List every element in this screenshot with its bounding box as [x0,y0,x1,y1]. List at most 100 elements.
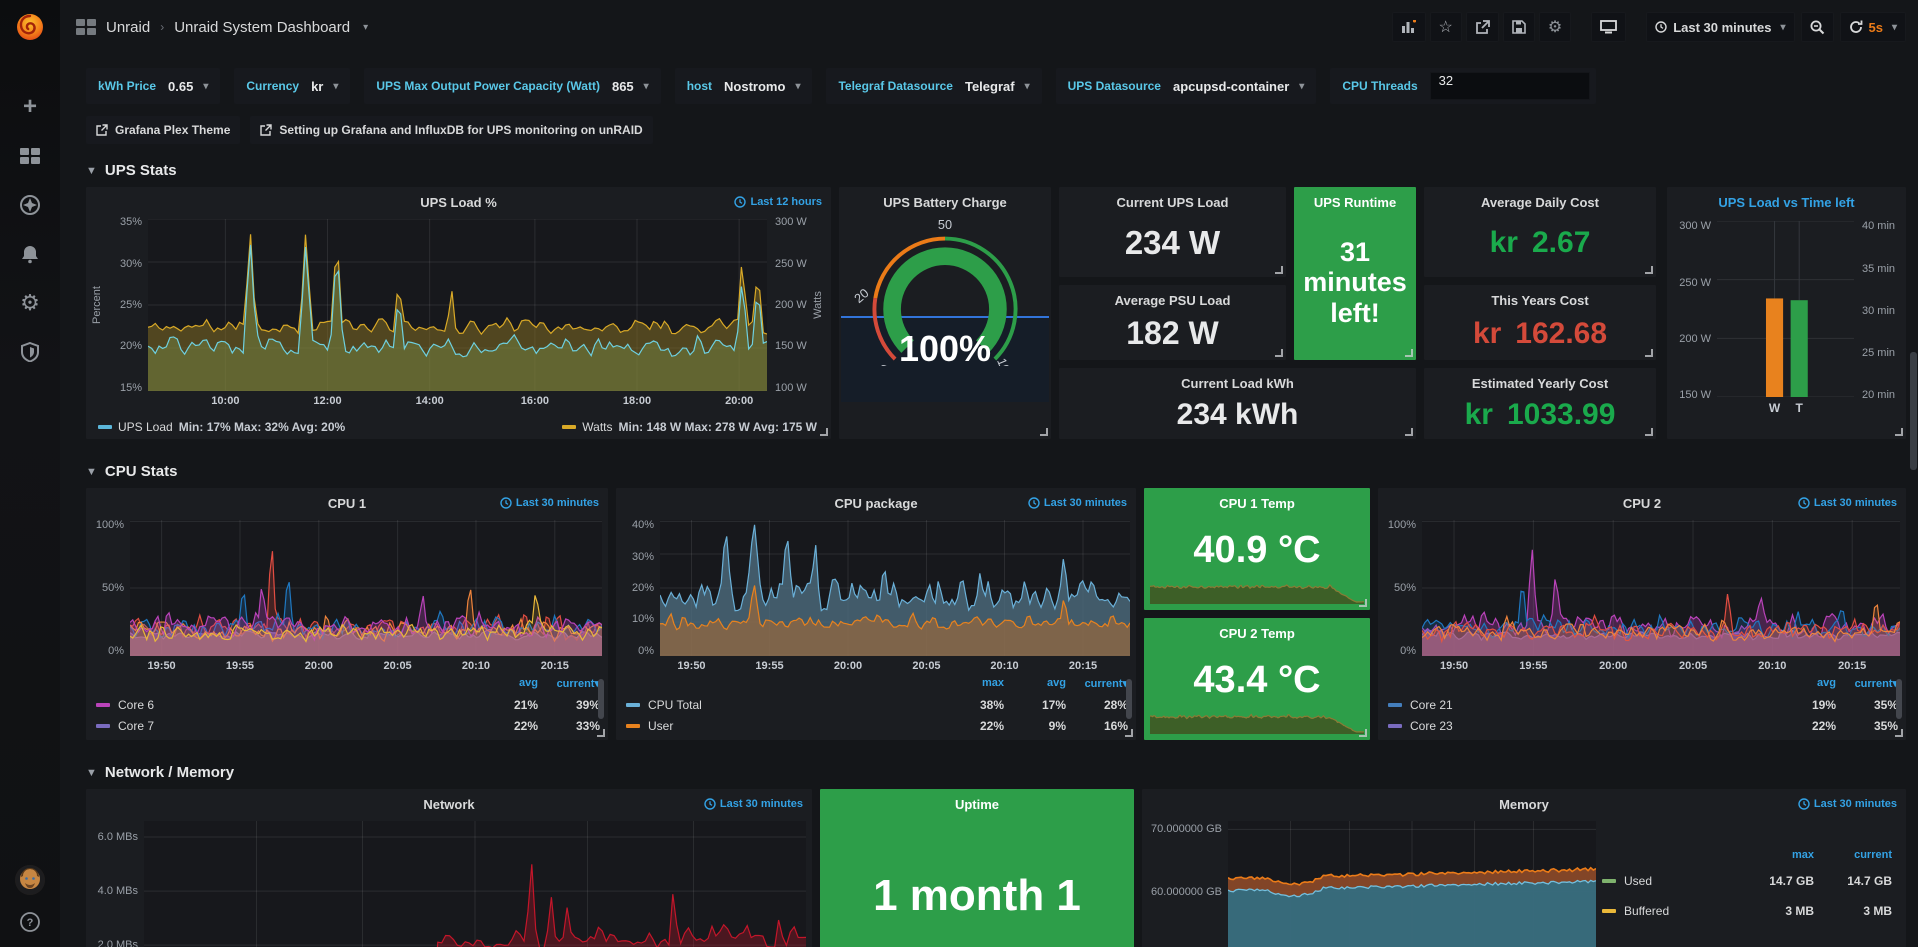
panel-cpu-2-temp[interactable]: CPU 2 Temp 43.4 °C [1144,618,1370,740]
panel-time-range[interactable]: Last 30 minutes [704,798,803,810]
chevron-down-icon: ▼ [86,766,97,779]
dashboard-settings-button[interactable]: ⚙ [1538,12,1572,42]
panel-cpu-1[interactable]: CPU 1 Last 30 minutes 100% 50% 0% [86,488,608,740]
zoom-out-button[interactable] [1800,12,1834,42]
dashboards-icon[interactable] [19,145,41,167]
add-panel-button[interactable] [1391,12,1426,42]
section-ups-stats[interactable]: ▼ UPS Stats [86,162,177,179]
panel-time-range[interactable]: Last 30 minutes [1798,497,1897,509]
legend-header-current[interactable]: current [1854,849,1892,861]
breadcrumb-root[interactable]: Unraid [106,18,151,36]
tv-mode-button[interactable] [1591,12,1627,42]
panel-average-psu-load[interactable]: Average PSU Load 182 W [1059,285,1286,360]
legend-header-current[interactable]: current▾ [1084,678,1128,690]
legend-row-user[interactable]: User 22% 9% 16% [626,715,1128,736]
panel-ups-load-vs-time-left[interactable]: UPS Load vs Time left 300 W 250 W 200 W … [1667,187,1906,439]
variable-ups-max-output-value[interactable]: 865 ▾ [611,78,649,94]
legend-scrollbar[interactable] [1126,679,1132,719]
panel-network[interactable]: Network Last 30 minutes 6.0 MBs 4.0 MBs … [86,789,812,947]
panel-ups-runtime[interactable]: UPS Runtime 31 minutes left! [1294,187,1416,360]
grafana-logo[interactable] [0,0,60,54]
panel-time-range[interactable]: Last 12 hours [734,196,822,208]
panel-this-years-cost[interactable]: This Years Cost kr 162.68 [1424,285,1656,360]
panel-time-range[interactable]: Last 30 minutes [1028,497,1127,509]
alerting-bell-icon[interactable] [19,243,41,265]
cpu2-plot[interactable]: 19:50 19:55 20:00 20:05 20:10 20:15 [1422,520,1900,672]
legend-header-current[interactable]: current▾ [556,678,600,690]
legend-item-watts[interactable]: Watts Min: 148 W Max: 278 W Avg: 175 W [562,420,817,434]
cpu2-legend: avg current▾ Core 21 19%35% Core 23 22%3… [1388,677,1902,736]
panel-title-link[interactable]: UPS Load vs Time left [1718,195,1855,210]
legend-header-max[interactable]: max [1791,849,1814,861]
legend-row-cpu-total[interactable]: CPU Total 38% 17% 28% [626,694,1128,715]
legend-header-avg[interactable]: avg [1047,677,1066,689]
legend-row-core7[interactable]: Core 7 22% 33% [96,715,600,736]
variable-currency-value[interactable]: kr ▾ [311,78,339,94]
time-range-picker[interactable]: Last 30 minutes ▾ [1646,12,1795,42]
panel-average-daily-cost[interactable]: Average Daily Cost kr 2.67 [1424,187,1656,277]
panel-cpu-package[interactable]: CPU package Last 30 minutes 40% 30% 20% … [616,488,1136,740]
refresh-button[interactable]: 5s ▾ [1839,12,1906,42]
cpu-threads-input[interactable]: 32 [1429,72,1590,100]
refresh-interval-select[interactable]: 5s ▾ [1868,19,1898,35]
legend-scrollbar[interactable] [598,679,604,719]
ups-bars-plot[interactable] [1717,221,1854,397]
star-button[interactable]: ☆ [1429,12,1462,42]
clock-icon [1028,497,1040,509]
panel-time-range[interactable]: Last 30 minutes [500,497,599,509]
server-admin-shield-icon[interactable] [19,341,41,363]
add-icon[interactable]: + [22,93,37,120]
panel-ups-load[interactable]: UPS Load % Last 12 hours Percent 35% 30%… [86,187,831,439]
legend-row-core6[interactable]: Core 6 21% 39% [96,694,600,715]
panel-ups-battery-charge[interactable]: UPS Battery Charge 02050100 100% [839,187,1051,439]
link-grafana-plex-theme[interactable]: Grafana Plex Theme [86,116,241,144]
legend-row-buffered[interactable]: Buffered 3 MB 3 MB [1602,896,1892,926]
panel-cpu-1-temp[interactable]: CPU 1 Temp 40.9 °C [1144,488,1370,610]
breadcrumb-current[interactable]: Unraid System Dashboard [174,18,351,36]
variable-kwh-price-value[interactable]: 0.65 ▾ [168,78,209,94]
variable-ups-datasource-value[interactable]: apcupsd-container ▾ [1172,78,1305,94]
cpu-package-plot[interactable]: 19:50 19:55 20:00 20:05 20:10 20:15 [660,520,1130,672]
legend-row-used[interactable]: Used 14.7 GB 14.7 GB [1602,866,1892,896]
link-ups-monitoring-guide[interactable]: Setting up Grafana and InfluxDB for UPS … [250,116,653,144]
user-avatar[interactable] [15,865,45,895]
configuration-gear-icon[interactable]: ⚙ [20,290,40,315]
cpu1-plot[interactable]: 19:50 19:55 20:00 20:05 20:10 20:15 [130,520,602,672]
help-icon[interactable]: ? [19,911,41,933]
legend-header-avg[interactable]: avg [1817,677,1836,689]
share-button[interactable] [1465,12,1499,42]
legend-row-core23[interactable]: Core 23 22% 35% [1388,715,1898,736]
save-button[interactable] [1502,12,1535,42]
panel-cpu-2[interactable]: CPU 2 Last 30 minutes 100% 50% 0% [1378,488,1906,740]
temp-sparkline [1150,570,1364,604]
dashboard-grid-icon[interactable] [76,19,96,35]
legend-item-ups-load[interactable]: UPS Load Min: 17% Max: 32% Avg: 20% [98,420,345,434]
panel-uptime[interactable]: Uptime 1 month 1 [820,789,1134,947]
section-cpu-stats[interactable]: ▼ CPU Stats [86,463,178,480]
panel-current-ups-load[interactable]: Current UPS Load 234 W [1059,187,1286,277]
cpu1-legend: avg current▾ Core 6 21%39% Core 7 22%33% [96,677,604,736]
explore-icon[interactable] [19,194,41,216]
legend-scrollbar[interactable] [1896,679,1902,719]
y-axis-title-left: Percent [91,286,103,324]
legend-header-max[interactable]: max [981,677,1004,689]
clock-icon [734,196,747,208]
panel-memory[interactable]: Memory Last 30 minutes 70.000000 GB 60.0… [1142,789,1906,947]
section-network-memory[interactable]: ▼ Network / Memory [86,764,235,781]
breadcrumb-caret[interactable]: ▾ [363,21,369,33]
legend-row-core21[interactable]: Core 21 19% 35% [1388,694,1898,715]
panel-estimated-yearly-cost[interactable]: Estimated Yearly Cost kr 1033.99 [1424,368,1656,439]
panel-current-load-kwh[interactable]: Current Load kWh 234 kWh [1059,368,1416,439]
stat-value: kr 1033.99 [1464,397,1616,431]
legend-swatch [626,702,640,707]
variable-telegraf-datasource-value[interactable]: Telegraf ▾ [964,78,1030,94]
legend-header-avg[interactable]: avg [519,677,538,689]
ups-load-plot[interactable]: 10:00 12:00 14:00 16:00 18:00 20:00 [148,219,767,407]
variable-host-value[interactable]: Nostromo ▾ [724,78,801,94]
network-plot[interactable] [144,821,806,947]
main-area: Unraid › Unraid System Dashboard ▾ ☆ [60,0,1918,947]
memory-plot[interactable] [1228,821,1596,947]
page-scrollbar[interactable] [1910,352,1917,470]
panel-time-range[interactable]: Last 30 minutes [1798,798,1897,810]
legend-header-current[interactable]: current▾ [1854,678,1898,690]
